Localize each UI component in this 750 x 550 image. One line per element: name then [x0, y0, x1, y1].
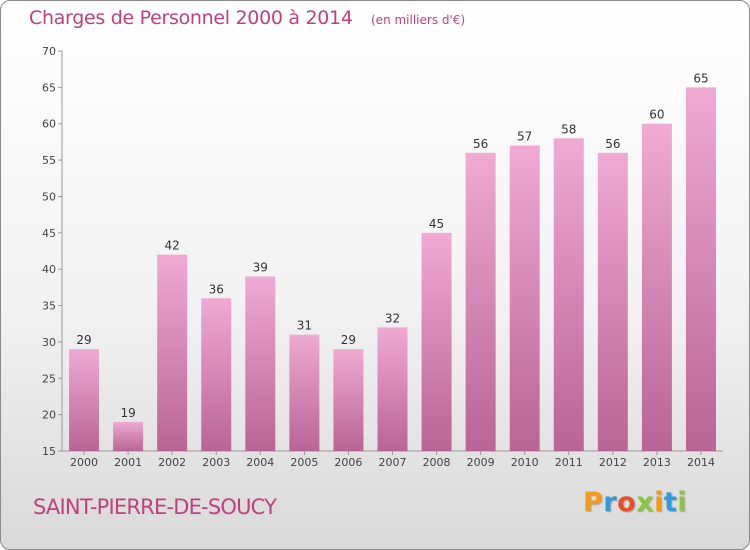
- bar-value-label: 56: [473, 137, 488, 151]
- x-tick-label: 2003: [202, 456, 230, 469]
- y-tick-label: 20: [42, 409, 56, 422]
- y-tick-label: 70: [42, 45, 56, 58]
- logo-letter: r: [603, 487, 618, 518]
- bar: [421, 232, 452, 451]
- bar: [333, 349, 364, 451]
- x-tick-label: 2008: [423, 456, 451, 469]
- x-tick-label: 2010: [511, 456, 539, 469]
- y-tick-label: 65: [42, 81, 56, 94]
- x-tick-label: 2012: [599, 456, 627, 469]
- y-tick-label: 60: [42, 118, 56, 131]
- logo-letter: o: [617, 487, 637, 518]
- x-tick-label: 2009: [467, 456, 495, 469]
- bar-value-label: 29: [341, 333, 356, 347]
- bar-value-label: 42: [165, 239, 180, 253]
- bar-value-label: 56: [605, 137, 620, 151]
- bar: [553, 138, 584, 452]
- logo-letter: i: [677, 487, 688, 518]
- bar: [69, 349, 100, 451]
- bar-value-label: 32: [385, 311, 400, 325]
- x-tick-label: 2014: [687, 456, 715, 469]
- x-tick-label: 2004: [246, 456, 274, 469]
- x-tick-label: 2005: [290, 456, 318, 469]
- bar: [465, 152, 496, 451]
- bar: [245, 276, 276, 451]
- bar-value-label: 36: [209, 282, 224, 296]
- y-tick-label: 40: [42, 263, 56, 276]
- bar: [113, 421, 144, 451]
- place-name: SAINT-PIERRE-DE-SOUCY: [33, 495, 277, 519]
- bar-value-label: 39: [253, 260, 268, 274]
- bar: [289, 334, 320, 451]
- proxiti-logo[interactable]: Proxiti: [583, 487, 687, 518]
- logo-letter: P: [583, 487, 604, 518]
- bar-value-label: 31: [297, 319, 312, 333]
- y-tick-label: 35: [42, 300, 56, 313]
- x-tick-label: 2000: [70, 456, 98, 469]
- bar: [641, 123, 672, 452]
- bar-value-label: 65: [693, 71, 708, 85]
- x-tick-label: 2001: [114, 456, 142, 469]
- y-tick-label: 45: [42, 227, 56, 240]
- bar: [377, 327, 408, 451]
- y-tick-label: 30: [42, 336, 56, 349]
- x-tick-label: 2011: [555, 456, 583, 469]
- logo-letter: t: [663, 487, 678, 518]
- y-tick-label: 55: [42, 154, 56, 167]
- bar: [509, 145, 540, 451]
- logo-letter: i: [654, 487, 664, 518]
- chart-subtitle: (en milliers d'€): [371, 13, 466, 27]
- bar: [201, 298, 232, 451]
- x-tick-label: 2002: [158, 456, 186, 469]
- bar-value-label: 58: [561, 122, 576, 136]
- x-tick-label: 2013: [643, 456, 671, 469]
- x-tick-label: 2006: [334, 456, 362, 469]
- y-tick-label: 25: [42, 372, 56, 385]
- bar: [685, 87, 716, 451]
- bar-value-label: 60: [649, 108, 664, 122]
- bars: [69, 87, 716, 452]
- y-tick-label: 50: [42, 190, 56, 203]
- data-labels: 29 19 42 36 39 31 29 32 45 56 57 58 56 60 65: [76, 71, 708, 420]
- bar: [157, 254, 188, 451]
- bar-value-label: 19: [120, 406, 135, 420]
- logo-letter: x: [636, 487, 655, 518]
- bar-value-label: 57: [517, 130, 532, 144]
- y-tick-label: 15: [42, 445, 56, 458]
- bar: [597, 152, 628, 451]
- bar-value-label: 45: [429, 217, 444, 231]
- chart-title: Charges de Personnel 2000 à 2014: [29, 7, 353, 29]
- bar-value-label: 29: [76, 333, 91, 347]
- x-tick-label: 2007: [379, 456, 407, 469]
